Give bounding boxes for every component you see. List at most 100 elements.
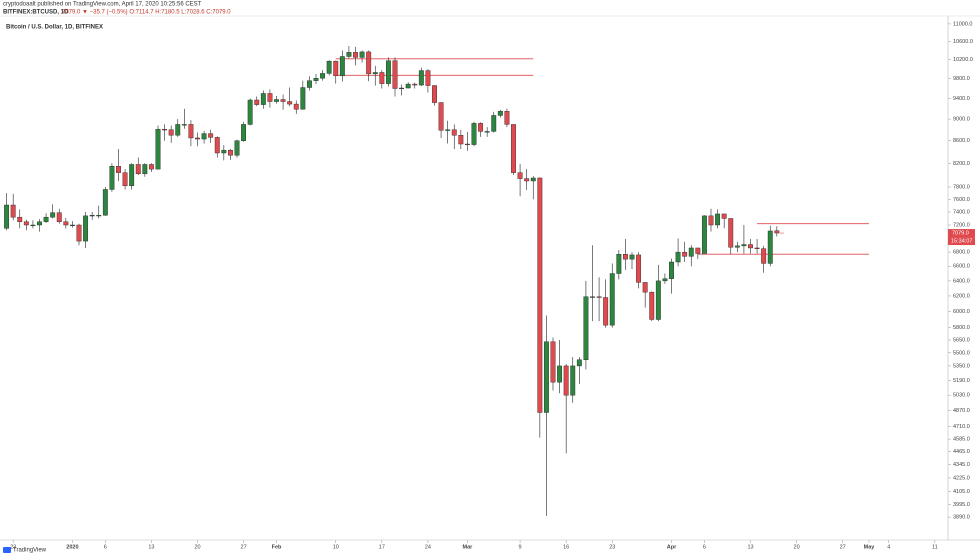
candle-body: [622, 254, 628, 260]
candle-body: [701, 215, 707, 254]
x-tick-label: 13: [747, 544, 753, 550]
last-price-box: [948, 229, 975, 238]
y-tick-label: 11000.0: [953, 21, 972, 27]
candle-body: [339, 56, 345, 77]
y-tick-label: 7800.0: [953, 184, 970, 190]
candle-body: [359, 51, 365, 58]
candle-body: [530, 177, 536, 182]
candle-body: [175, 124, 181, 136]
candle-body: [451, 129, 457, 136]
candle-body: [195, 137, 200, 140]
tv-logo: TradingView: [3, 547, 47, 554]
candle-body: [767, 230, 773, 264]
x-tick-label: 27: [840, 544, 846, 550]
candle-body: [116, 166, 121, 173]
plot: 11000.0 10600.0 10200.0 9800.0 9400.0 9000.0 8…: [4, 21, 975, 550]
y-tick-label: 6000.0: [953, 309, 970, 315]
candle-body: [688, 247, 694, 257]
candle-body: [254, 99, 260, 105]
candle-body: [274, 99, 279, 102]
y-tick-label: 3890.0: [953, 515, 970, 521]
x-tick-label: 4: [887, 544, 890, 550]
quote: 7079.0 ▼ −35.7 (−0.5%) O:7114.7 H:7180.5…: [62, 10, 231, 16]
x-tick-label: May: [864, 544, 876, 550]
candle-body: [596, 296, 602, 298]
candle-body: [168, 129, 174, 136]
candle-body: [728, 218, 734, 248]
candle-body: [135, 164, 141, 175]
candle-body: [464, 143, 470, 146]
candle-body: [346, 52, 352, 57]
x-tick-label: 20: [194, 544, 200, 550]
y-tick-label: 5190.0: [953, 378, 970, 384]
y-tick-label: 5650.0: [953, 337, 970, 343]
x-tick-label: Mar: [463, 544, 474, 550]
x-tick-label: Feb: [272, 544, 282, 550]
candle-body: [682, 251, 688, 257]
candle-body: [234, 140, 240, 156]
y-tick-label: 4870.0: [953, 408, 970, 414]
candle-body: [445, 129, 451, 131]
candle-body: [616, 254, 622, 274]
x-tick-label: 6: [703, 544, 706, 550]
candle-body: [543, 341, 549, 413]
candle-body: [50, 212, 56, 218]
candle-body: [636, 254, 642, 283]
candle-body: [267, 93, 273, 102]
brand: TradingView: [13, 548, 47, 554]
candle-body: [353, 52, 358, 58]
y-tick-label: 10200.0: [953, 57, 973, 63]
candle-body: [142, 164, 148, 175]
candle-body: [418, 70, 424, 86]
symbol: BITFINEX:BTCUSD, 1D: [3, 10, 69, 16]
candle-body: [148, 164, 154, 170]
candle-body: [313, 78, 319, 81]
y-tick-label: 4710.0: [953, 424, 970, 430]
y-tick-label: 5800.0: [953, 325, 970, 331]
candle-body: [504, 111, 510, 125]
candle-body: [432, 85, 437, 103]
candle-body: [293, 103, 299, 110]
candle-body: [695, 247, 701, 254]
candle-body: [655, 280, 661, 320]
y-tick-label: 4585.0: [953, 437, 970, 443]
candle-body: [221, 149, 227, 154]
x-tick-label: 11: [932, 544, 938, 550]
y-tick-label: 4225.0: [953, 475, 970, 481]
y-tick-label: 9400.0: [953, 96, 970, 102]
candle-body: [326, 60, 332, 74]
candle-body: [69, 224, 75, 227]
candle-body: [484, 131, 490, 133]
y-tick-label: 4105.0: [953, 489, 970, 495]
publish-info: cryptodoaalt published on TradingView.co…: [3, 2, 202, 8]
candle-body: [511, 124, 516, 173]
candle-body: [458, 135, 464, 145]
candle-body: [30, 224, 36, 227]
candle-body: [425, 70, 431, 86]
y-tick-label: 3995.0: [953, 502, 970, 508]
candle-body: [570, 365, 576, 396]
y-tick-label: 8200.0: [953, 161, 970, 167]
y-tick-label: 7600.0: [953, 197, 970, 203]
x-tick-label: 16: [563, 544, 569, 550]
candle-body: [609, 273, 615, 326]
y-tick-label: 4465.0: [953, 449, 970, 455]
y-tick-label: 5030.0: [953, 393, 970, 399]
candle-body: [412, 83, 418, 86]
candle-body: [17, 216, 23, 222]
x-tick-label: 6: [104, 544, 107, 550]
x-tick-label: 23: [10, 544, 16, 550]
y-tick-label: 10600.0: [953, 39, 973, 45]
candle-body: [96, 215, 102, 217]
candle-body: [23, 221, 29, 226]
candle-body: [260, 93, 266, 105]
candle-body: [109, 166, 115, 190]
candle-body: [774, 230, 780, 234]
candle-body: [491, 115, 497, 132]
candle-body: [471, 123, 477, 145]
last-price-label: 7079.0: [952, 231, 969, 237]
y-tick-label: 6800.0: [953, 250, 970, 256]
candle-body: [741, 244, 747, 247]
y-tick-label: 9800.0: [953, 76, 970, 82]
candle-body: [524, 178, 530, 182]
